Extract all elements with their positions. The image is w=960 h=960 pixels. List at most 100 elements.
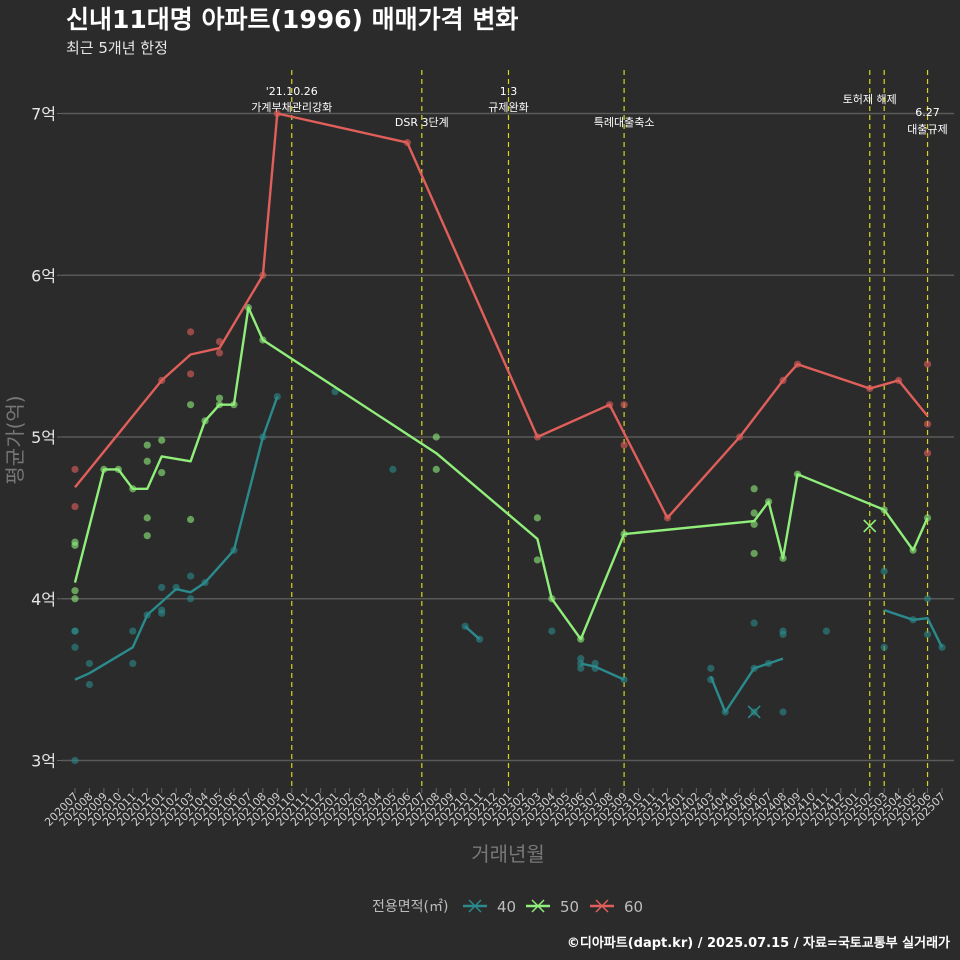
data-point — [707, 664, 715, 672]
data-point — [750, 549, 758, 558]
data-point — [158, 436, 166, 444]
x-axis-ticks: 2020072020082020092020102020112020122021… — [42, 788, 948, 829]
y-tick-label: 5억 — [31, 428, 56, 447]
event-label: 6.27 — [915, 106, 940, 119]
data-point — [750, 509, 758, 517]
data-point — [187, 515, 195, 524]
data-point — [533, 556, 542, 564]
data-point — [85, 659, 94, 668]
event-label: 토허제 해제 — [843, 92, 897, 106]
series-line — [73, 306, 929, 641]
y-axis-title: 평균가(억) — [3, 395, 27, 484]
data-point — [533, 514, 542, 522]
series-line — [883, 608, 944, 648]
cancelled-trade-marker — [863, 519, 877, 533]
data-point — [129, 659, 137, 668]
cancelled-trade-marker — [747, 705, 761, 719]
data-point — [71, 756, 79, 765]
series-line — [580, 662, 625, 681]
data-point — [71, 465, 79, 473]
data-point — [750, 485, 758, 493]
data-point — [750, 520, 758, 528]
x-axis-title: 거래년월 — [471, 842, 545, 866]
series-60 — [71, 109, 932, 522]
data-point — [158, 606, 166, 614]
data-point — [779, 708, 787, 716]
data-point — [143, 514, 151, 522]
data-point — [923, 360, 932, 368]
y-tick-label: 7억 — [31, 105, 56, 124]
data-point — [71, 502, 79, 511]
data-point — [389, 465, 397, 473]
data-point — [923, 420, 932, 428]
data-point — [158, 583, 166, 592]
chart-subtitle: 최근 5개년 한정 — [66, 39, 168, 57]
y-tick-label: 4억 — [31, 590, 56, 609]
legend-item-50: 50 — [526, 898, 579, 916]
y-tick-label: 6억 — [31, 266, 56, 285]
data-point — [548, 627, 556, 635]
data-point — [187, 401, 195, 409]
event-label: 특례대출축소 — [594, 116, 655, 129]
legend-label: 60 — [624, 898, 643, 916]
data-point — [71, 587, 79, 595]
data-point — [158, 468, 166, 477]
data-point — [215, 349, 224, 357]
series-50 — [71, 304, 932, 643]
chart-caption: ©디아파트(dapt.kr) / 2025.07.15 / 자료=국토교통부 실… — [567, 935, 950, 951]
y-tick-label: 3억 — [31, 752, 56, 771]
data-point — [620, 401, 628, 409]
data-point — [143, 457, 151, 465]
legend-item-60: 60 — [590, 898, 643, 916]
event-label: 규제완화 — [488, 101, 528, 114]
data-point — [187, 595, 195, 603]
data-point — [85, 680, 94, 689]
data-point — [923, 630, 932, 638]
series-line — [74, 112, 929, 520]
legend-swatch-marker — [468, 899, 482, 913]
data-point — [143, 441, 151, 449]
data-point — [880, 567, 888, 575]
data-point — [779, 630, 787, 638]
chart-title: 신내11대명 아파트(1996) 매매가격 변화 — [66, 5, 518, 34]
data-point — [71, 595, 79, 603]
data-point — [750, 619, 758, 627]
y-axis-ticks: 3억 4억 5억 6억 7억 — [31, 105, 62, 771]
data-point — [143, 532, 151, 540]
data-point — [432, 465, 440, 473]
series-line — [74, 396, 279, 681]
event-label: DSR 3단계 — [395, 116, 449, 129]
legend-swatch-marker — [595, 899, 609, 913]
event-label: 가계부채관리강화 — [251, 101, 332, 114]
data-point — [880, 643, 888, 651]
data-point — [331, 388, 339, 396]
series-line — [709, 657, 784, 714]
series-layer — [71, 109, 946, 765]
data-point — [71, 541, 79, 549]
event-label: '21.10.26 — [266, 85, 318, 98]
legend-swatch-marker — [531, 899, 545, 913]
data-point — [71, 643, 79, 651]
legend-label: 40 — [497, 898, 516, 916]
legend-label: 50 — [560, 898, 579, 916]
data-point — [432, 433, 440, 441]
data-point — [187, 572, 195, 580]
data-point — [71, 627, 79, 635]
data-point — [577, 664, 585, 672]
data-point — [187, 328, 195, 336]
data-point — [577, 655, 585, 663]
event-label: 1.3 — [500, 85, 518, 98]
data-point — [923, 449, 932, 457]
series-line — [464, 625, 481, 641]
data-point — [620, 441, 628, 449]
data-point — [923, 595, 932, 603]
series-40 — [71, 388, 946, 765]
data-point — [129, 627, 137, 635]
legend-title: 전용면적(㎡) — [372, 899, 448, 915]
data-point — [215, 394, 224, 402]
legend-item-40: 40 — [463, 898, 516, 916]
event-label: 대출규제 — [907, 123, 947, 136]
y-gridlines — [62, 112, 954, 762]
